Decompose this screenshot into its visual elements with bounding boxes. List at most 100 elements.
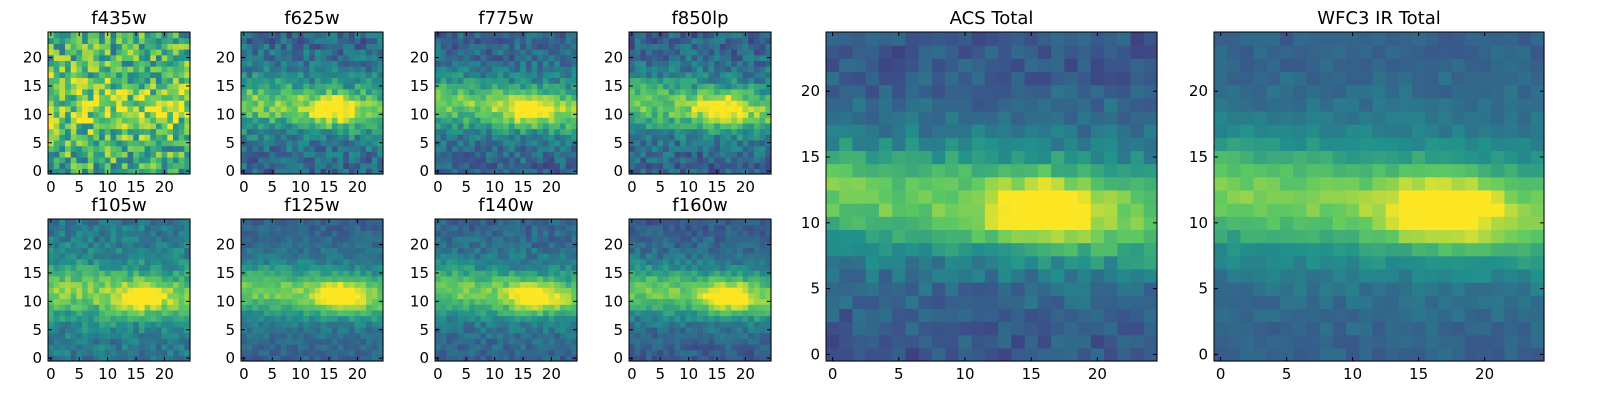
heatmap-cell xyxy=(452,117,459,124)
heatmap-cell xyxy=(668,355,676,362)
heatmap-cell xyxy=(275,270,282,277)
heatmap-cell xyxy=(537,230,544,237)
heatmap-cell xyxy=(446,281,453,288)
heatmap-cell xyxy=(241,94,248,101)
heatmap-cell xyxy=(121,315,129,322)
heatmap-cell xyxy=(275,349,282,356)
heatmap-cell xyxy=(354,258,361,266)
heatmap-cell xyxy=(531,236,538,243)
heatmap-cell xyxy=(377,253,384,260)
heatmap-cell xyxy=(167,309,174,317)
heatmap-cell xyxy=(702,355,710,362)
heatmap-cell xyxy=(725,100,732,107)
heatmap-cell xyxy=(548,54,555,61)
heatmap-cell xyxy=(280,253,288,260)
heatmap-cell xyxy=(127,134,134,141)
heatmap-cell xyxy=(719,117,727,124)
heatmap-cell xyxy=(161,145,168,152)
heatmap-cell xyxy=(480,105,487,113)
heatmap-cell xyxy=(167,71,174,79)
heatmap-cell xyxy=(640,270,647,277)
heatmap-cell xyxy=(542,66,550,73)
heatmap-cell xyxy=(337,298,344,305)
heatmap-cell xyxy=(326,236,333,243)
heatmap-cell xyxy=(531,315,538,322)
heatmap-cell xyxy=(371,309,378,317)
heatmap-cell xyxy=(452,355,459,362)
heatmap-cell xyxy=(542,332,550,339)
heatmap-cell xyxy=(258,49,265,56)
heatmap-cell xyxy=(463,122,470,130)
heatmap-cell xyxy=(634,117,641,124)
heatmap-cell xyxy=(303,270,310,277)
heatmap-cell xyxy=(127,168,134,175)
heatmap-cell xyxy=(537,156,544,164)
heatmap-cell xyxy=(525,88,533,96)
heatmap-cell xyxy=(480,128,487,135)
heatmap-cell xyxy=(565,117,572,124)
heatmap-cell xyxy=(53,321,60,328)
heatmap-cell xyxy=(99,162,106,169)
heatmap-cell xyxy=(53,315,60,322)
heatmap-cell xyxy=(457,77,464,84)
heatmap-cell xyxy=(674,304,681,311)
heatmap-cell xyxy=(280,111,288,118)
heatmap-cell xyxy=(674,326,681,334)
heatmap-cell xyxy=(303,230,310,237)
heatmap-cell xyxy=(82,355,89,362)
heatmap-cell xyxy=(133,315,140,322)
heatmap-cell xyxy=(440,77,447,84)
heatmap-cell xyxy=(121,355,129,362)
heatmap-cell xyxy=(172,43,180,50)
heatmap-cell xyxy=(172,134,180,141)
heatmap-cell xyxy=(178,253,185,260)
heatmap-cell xyxy=(331,338,339,345)
heatmap-cell xyxy=(514,332,521,339)
heatmap-cell xyxy=(263,83,270,90)
heatmap-cell xyxy=(303,117,310,124)
heatmap-cell xyxy=(474,139,482,147)
heatmap-cell xyxy=(65,71,72,79)
heatmap-cell xyxy=(360,134,367,141)
heatmap-cell xyxy=(348,162,356,169)
heatmap-cell xyxy=(161,128,168,135)
heatmap-cell xyxy=(697,32,704,39)
heatmap-cell xyxy=(155,326,163,334)
heatmap-cell xyxy=(371,66,378,73)
heatmap-cell xyxy=(753,156,761,164)
heatmap-cell xyxy=(377,151,384,158)
heatmap-cell xyxy=(571,247,578,254)
heatmap-cell xyxy=(309,156,316,164)
heatmap-cell xyxy=(70,88,77,96)
heatmap-cell xyxy=(463,349,470,356)
heatmap-cell xyxy=(82,71,89,79)
y-tick-label: 20 xyxy=(23,236,42,254)
heatmap-cell xyxy=(343,145,350,152)
heatmap-cell xyxy=(138,88,146,96)
heatmap-cell xyxy=(463,224,470,231)
heatmap-cell xyxy=(320,241,327,248)
heatmap-cell xyxy=(365,49,373,56)
heatmap-cell xyxy=(275,275,282,283)
heatmap-cell xyxy=(167,145,174,152)
heatmap-cell xyxy=(503,134,510,141)
heatmap-cell xyxy=(269,105,276,113)
heatmap-cell xyxy=(286,111,293,118)
heatmap-cell xyxy=(365,349,373,356)
heatmap-cell xyxy=(326,49,333,56)
heatmap-cell xyxy=(297,309,305,317)
heatmap-cell xyxy=(531,128,538,135)
heatmap-cell xyxy=(110,253,117,260)
heatmap-cell xyxy=(457,162,464,169)
heatmap-cell xyxy=(167,134,174,141)
heatmap-cell xyxy=(719,122,727,130)
heatmap-cell xyxy=(474,338,482,345)
heatmap-cell xyxy=(629,88,636,96)
heatmap-cell xyxy=(452,88,459,96)
x-tick-label: 15 xyxy=(513,178,532,196)
heatmap-cell xyxy=(725,349,732,356)
heatmap-cell xyxy=(691,326,698,334)
heatmap-cell xyxy=(280,332,288,339)
heatmap-cell xyxy=(87,264,95,271)
heatmap-cell xyxy=(559,281,567,288)
